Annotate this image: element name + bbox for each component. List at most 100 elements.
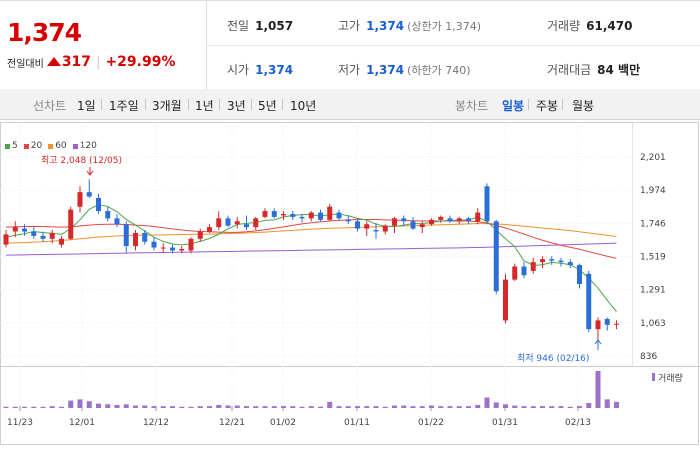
candle-body bbox=[114, 218, 120, 225]
candle bbox=[530, 257, 536, 274]
amount-stat: 거래대금 84 백만 bbox=[547, 61, 640, 78]
candle bbox=[197, 228, 203, 242]
candle-body bbox=[466, 218, 471, 222]
volume-bar bbox=[151, 406, 157, 408]
monthly-candle-button[interactable]: 월봉 bbox=[572, 99, 595, 113]
period-1w-button[interactable]: 1주일 bbox=[109, 99, 139, 113]
candle bbox=[3, 230, 9, 248]
volume-bar bbox=[49, 406, 55, 408]
volume-bar bbox=[614, 401, 619, 408]
high-value: 1,374 bbox=[366, 19, 405, 33]
candle bbox=[484, 183, 490, 225]
candle bbox=[207, 224, 212, 233]
low-label: 저가 bbox=[338, 63, 361, 77]
volume-value: 61,470 bbox=[586, 19, 633, 33]
x-tick-label: 01/31 bbox=[492, 418, 518, 428]
volume-bar bbox=[410, 406, 416, 408]
toolbar-divider bbox=[251, 99, 252, 110]
period-3m-button[interactable]: 3개월 bbox=[152, 99, 182, 113]
candle-body bbox=[419, 224, 425, 228]
ma120-line bbox=[5, 242, 617, 256]
period-1y-button[interactable]: 1년 bbox=[195, 99, 214, 113]
candle-body bbox=[475, 212, 481, 222]
candle-body bbox=[244, 224, 249, 228]
diff-rate: +29.99% bbox=[105, 54, 176, 70]
period-1d-button[interactable]: 1일 bbox=[77, 99, 96, 113]
volume-bar bbox=[447, 406, 453, 408]
volume-bar bbox=[133, 405, 138, 408]
candle bbox=[567, 259, 573, 268]
volume-bar bbox=[299, 406, 305, 408]
legend-swatch bbox=[48, 143, 54, 149]
legend-ma120: 120 bbox=[72, 141, 97, 151]
candle bbox=[170, 244, 175, 254]
x-tick-label: 11/23 bbox=[7, 418, 33, 428]
price-change: 전일대비 317 | +29.99% bbox=[7, 54, 175, 70]
volume-bar bbox=[142, 405, 148, 408]
lower-limit-note: (하한가 740) bbox=[407, 64, 471, 77]
candle-body bbox=[355, 221, 360, 229]
x-tick-label: 12/21 bbox=[219, 418, 245, 428]
y-tick-label: 1,746 bbox=[640, 219, 666, 229]
volume-bar bbox=[512, 405, 518, 408]
volume-bar bbox=[438, 406, 444, 408]
volume-bar bbox=[401, 405, 407, 408]
candle bbox=[512, 263, 518, 282]
legend-label: 60 bbox=[55, 141, 67, 151]
period-5y-button[interactable]: 5년 bbox=[258, 99, 277, 113]
candle-body bbox=[225, 218, 231, 226]
volume-bar bbox=[281, 406, 286, 408]
volume-bar bbox=[207, 406, 212, 408]
volume-bar bbox=[493, 402, 499, 408]
candle bbox=[105, 206, 111, 222]
candle-body bbox=[197, 231, 203, 239]
candle bbox=[355, 218, 360, 232]
candle-body bbox=[429, 219, 434, 225]
period-10y-button[interactable]: 10년 bbox=[290, 99, 317, 113]
volume-bar bbox=[3, 406, 9, 408]
toolbar-divider bbox=[282, 99, 283, 110]
candle-body bbox=[586, 273, 592, 330]
daily-candle-button[interactable]: 일봉 bbox=[502, 99, 525, 113]
candle-body bbox=[438, 216, 444, 220]
weekly-candle-button[interactable]: 주봉 bbox=[536, 99, 559, 113]
candle bbox=[188, 237, 194, 254]
volume-bar bbox=[345, 406, 351, 408]
volume-bar bbox=[604, 399, 610, 408]
candle bbox=[262, 208, 268, 219]
candle bbox=[234, 216, 240, 229]
candle bbox=[318, 209, 323, 222]
candle bbox=[401, 215, 407, 226]
candle bbox=[179, 246, 185, 254]
toolbar-divider bbox=[528, 99, 529, 110]
volume-bar bbox=[290, 406, 296, 408]
candle-body bbox=[373, 230, 379, 232]
volume-bar bbox=[188, 406, 194, 408]
legend-ma5: 5 bbox=[5, 141, 18, 151]
candle-body bbox=[336, 212, 342, 219]
volume-bar bbox=[595, 371, 601, 408]
volume-bar bbox=[234, 405, 240, 408]
candle-body bbox=[170, 247, 175, 251]
candle bbox=[114, 214, 120, 228]
candle bbox=[382, 224, 388, 235]
candle-body bbox=[604, 318, 610, 325]
candle bbox=[59, 235, 64, 248]
chart-frame bbox=[0, 122, 699, 445]
candle bbox=[503, 273, 508, 324]
candle-body bbox=[142, 232, 148, 242]
x-tick-label: 12/01 bbox=[69, 418, 95, 428]
volume-bar bbox=[22, 406, 27, 408]
period-3y-button[interactable]: 3년 bbox=[227, 99, 246, 113]
volume-bar bbox=[271, 406, 277, 408]
candle-body bbox=[447, 218, 453, 222]
volume-bar bbox=[308, 406, 314, 408]
candle bbox=[133, 230, 138, 251]
candle bbox=[614, 320, 619, 330]
candle bbox=[595, 317, 601, 340]
volume-bar bbox=[40, 406, 46, 408]
candle-body bbox=[188, 238, 194, 251]
volume-bar bbox=[586, 403, 592, 408]
candle bbox=[271, 208, 277, 219]
